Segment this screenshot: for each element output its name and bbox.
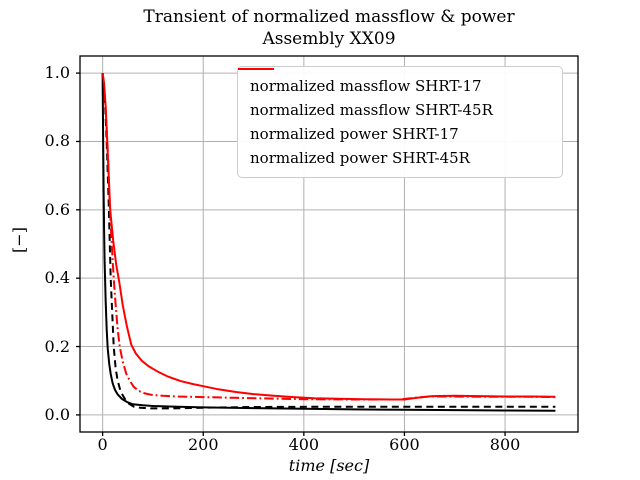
legend-label: normalized power SHRT-45R	[250, 149, 470, 167]
x-tick-label: 600	[389, 435, 420, 454]
legend-item: normalized massflow SHRT-45R	[238, 68, 550, 122]
x-tick-label: 200	[187, 435, 219, 454]
x-axis-label: time [sec]	[288, 456, 370, 475]
series-line-3	[101, 72, 556, 401]
x-tick-label: 0	[97, 435, 108, 454]
series-line-2	[101, 73, 556, 412]
y-tick-label: 0.4	[44, 268, 70, 288]
y-tick-label: 0.8	[44, 131, 70, 151]
y-axis-label: [−]	[9, 227, 29, 253]
plot-area: normalized massflow SHRT-17 normalized ma…	[76, 55, 579, 436]
plot-frame	[79, 55, 579, 433]
plot-canvas	[76, 55, 579, 436]
legend-item: normalized power SHRT-17	[238, 68, 550, 146]
series-line-1	[101, 73, 556, 401]
legend-item: normalized power SHRT-45R	[238, 68, 550, 170]
y-tick-label: 0.2	[44, 336, 70, 356]
chart-title: Transient of normalized massflow & power…	[80, 6, 578, 50]
chart-title-line2: Assembly XX09	[262, 29, 396, 49]
series-line-0	[101, 73, 556, 410]
legend-label: normalized massflow SHRT-45R	[250, 101, 493, 119]
x-tick-label: 800	[489, 435, 521, 454]
y-tick-label: 0.0	[44, 404, 70, 424]
legend: normalized massflow SHRT-17 normalized ma…	[237, 66, 563, 178]
y-tick-label: 0.6	[44, 199, 70, 219]
legend-label: normalized power SHRT-17	[250, 125, 459, 143]
legend-label: normalized massflow SHRT-17	[250, 77, 482, 95]
legend-line-sample	[238, 68, 274, 70]
chart-title-line1: Transient of normalized massflow & power	[143, 7, 515, 27]
y-tick-label: 1.0	[44, 63, 70, 83]
legend-item: normalized massflow SHRT-17	[238, 68, 550, 98]
x-tick-label: 400	[288, 435, 320, 454]
